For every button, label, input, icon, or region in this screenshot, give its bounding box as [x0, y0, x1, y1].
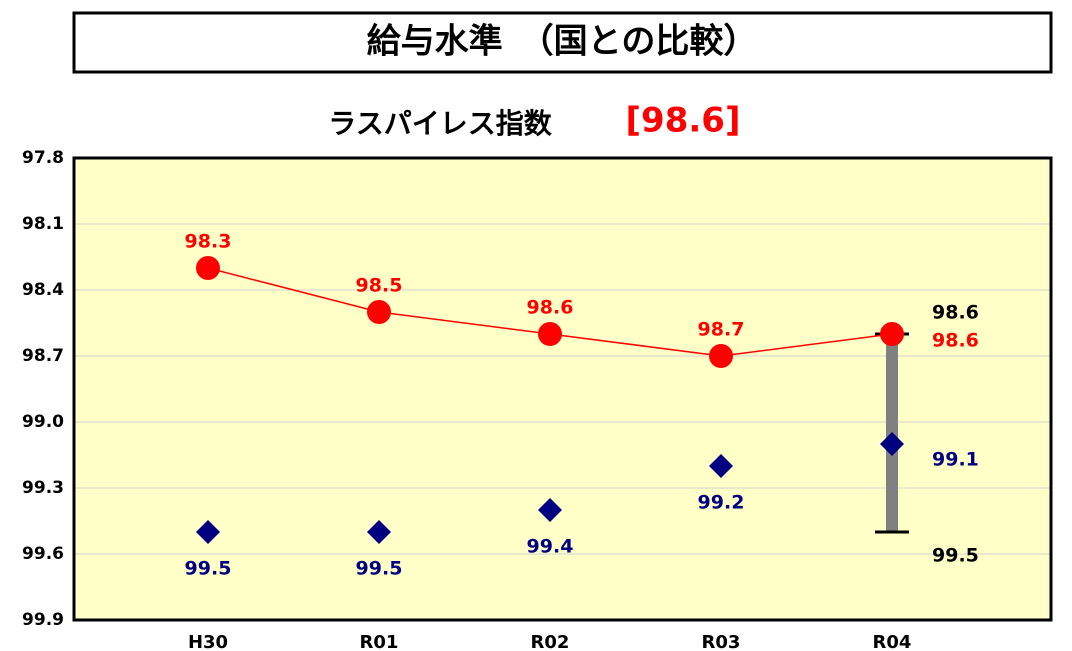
y-tick-label: 98.7 — [22, 346, 64, 366]
y-tick-label: 99.0 — [22, 412, 64, 432]
data-label: 99.5 — [356, 558, 403, 580]
diamond — [709, 454, 733, 478]
point — [367, 300, 391, 324]
x-tick-label: H30 — [188, 632, 228, 651]
data-label: 99.1 — [932, 449, 979, 471]
y-tick-label: 98.1 — [22, 214, 64, 234]
plot-border — [72, 156, 1053, 622]
x-tick-label: R03 — [702, 632, 741, 651]
y-tick-label: 97.8 — [22, 148, 64, 168]
point — [538, 322, 562, 346]
range-label: 98.6 — [932, 302, 979, 324]
title-box — [72, 11, 1053, 74]
x-tick-label: R01 — [360, 632, 399, 651]
data-label: 98.7 — [698, 319, 745, 341]
y-tick-label: 99.9 — [22, 610, 64, 630]
y-tick-label: 99.3 — [22, 478, 64, 498]
range-label: 99.5 — [932, 545, 979, 567]
data-label: 98.3 — [185, 231, 232, 253]
point — [709, 344, 733, 368]
chart-title: 給与水準 （国との比較） — [367, 22, 758, 62]
point — [880, 322, 904, 346]
diamond — [538, 498, 562, 522]
data-label: 99.2 — [698, 492, 745, 514]
data-label: 99.5 — [185, 558, 232, 580]
diamond — [367, 520, 391, 544]
data-label: 98.5 — [356, 275, 403, 297]
data-label: 98.6 — [932, 330, 979, 352]
diamond — [880, 432, 904, 456]
data-label: 98.6 — [527, 297, 574, 319]
y-tick-label: 99.6 — [22, 544, 64, 564]
point — [196, 256, 220, 280]
subtitle-value: [98.6] — [626, 101, 741, 141]
data-label: 99.4 — [527, 536, 574, 558]
x-tick-label: R04 — [873, 632, 912, 651]
chart-subtitle: ラスパイレス指数 — [328, 107, 552, 140]
x-tick-label: R02 — [531, 632, 570, 651]
y-tick-label: 98.4 — [22, 280, 64, 300]
diamond — [196, 520, 220, 544]
